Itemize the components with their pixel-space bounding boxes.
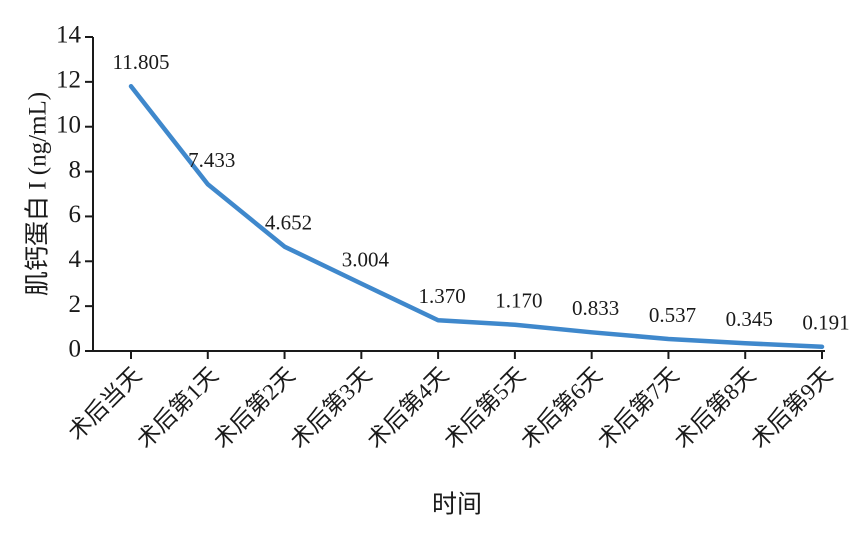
x-tick-label: 术后第4天 [363,363,454,454]
y-tick-label: 10 [56,111,81,138]
y-tick-label: 12 [56,67,81,94]
data-line [128,83,825,349]
x-tick-label: 术后第8天 [670,363,761,454]
x-axis-label: 时间 [432,491,482,519]
x-tick-label: 术后第6天 [516,363,607,454]
y-tick-label: 0 [69,336,82,363]
data-label: 0.345 [726,307,773,331]
y-tick-label: 14 [56,22,82,49]
y-tick-label: 6 [69,201,82,228]
x-tick-label: 术后第1天 [132,363,223,454]
data-label: 11.805 [113,50,170,74]
data-label: 1.370 [418,284,465,308]
y-tick-label: 2 [69,291,82,318]
x-tick-label: 术后第9天 [746,363,837,454]
x-tick-label: 术后第5天 [439,363,530,454]
data-label: 3.004 [342,247,390,271]
data-label: 0.833 [572,296,619,320]
data-label: 1.170 [495,289,542,313]
data-label: 7.433 [188,148,235,172]
x-tick-label: 术后第7天 [593,363,684,454]
y-tick-label: 8 [69,156,82,183]
y-axis-label: 肌钙蛋白 I (ng/mL) [24,92,52,296]
data-label: 0.537 [649,303,696,327]
x-tick-label: 术后第3天 [286,363,377,454]
y-tick-label: 4 [69,246,82,273]
data-label: 4.652 [265,210,312,234]
x-tick-label: 术后第2天 [209,363,300,454]
data-label: 0.191 [802,311,849,335]
